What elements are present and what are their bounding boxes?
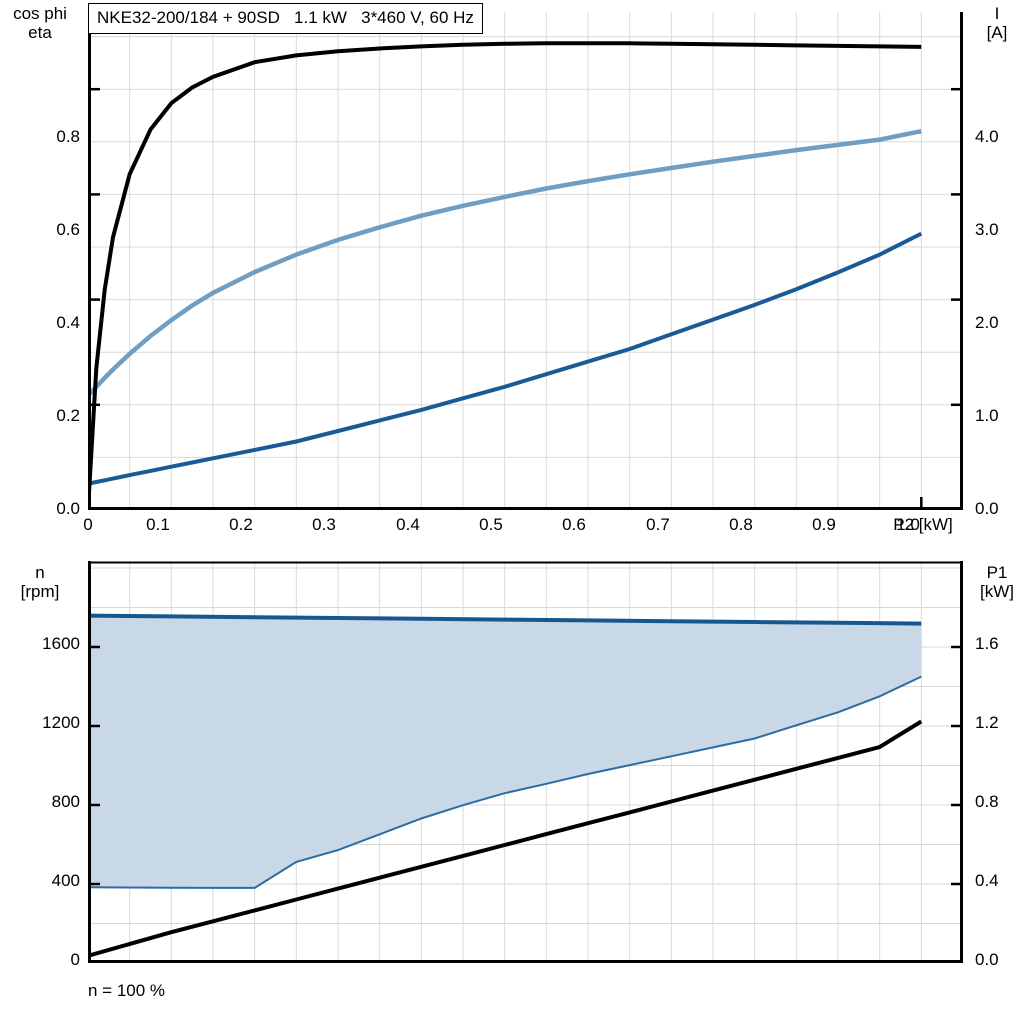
bottom-left-tick-3: 1200 bbox=[42, 713, 80, 732]
top-x-axis-title: P2 [kW] bbox=[893, 515, 953, 534]
bottom-right-axis-title: P1 [kW] bbox=[980, 563, 1014, 601]
top-x-tick-2: 0.2 bbox=[229, 515, 253, 534]
top-right-tick-4: 4.0 bbox=[975, 127, 999, 146]
bottom-left-tick-2: 800 bbox=[51, 792, 80, 811]
bottom-right-tick-1: 0.4 bbox=[975, 871, 999, 890]
top-right-tick-1: 1.0 bbox=[975, 406, 999, 425]
curve-cos-phi bbox=[88, 128, 922, 398]
top-axis-frame bbox=[88, 12, 963, 510]
top-grid bbox=[88, 12, 963, 510]
top-x-tick-0: 0 bbox=[83, 515, 93, 534]
bottom-axis-frame bbox=[88, 561, 963, 963]
bottom-chart-plot-area bbox=[88, 561, 963, 963]
bottom-left-tick-1: 400 bbox=[51, 871, 80, 890]
top-left-tick-3: 0.6 bbox=[56, 220, 80, 239]
curve-n-upper bbox=[88, 613, 922, 626]
top-x-tick-9: 0.9 bbox=[812, 515, 836, 534]
bottom-right-tick-2: 0.8 bbox=[975, 792, 999, 811]
bottom-left-axis-title: n [rpm] bbox=[20, 563, 60, 601]
bottom-left-ticks bbox=[88, 645, 100, 963]
bottom-right-ticks bbox=[951, 645, 963, 963]
top-right-tick-0: 0.0 bbox=[975, 499, 999, 518]
top-right-tick-2: 2.0 bbox=[975, 313, 999, 332]
top-right-axis-title: I [A] bbox=[986, 4, 1008, 42]
bottom-right-tick-4: 1.6 bbox=[975, 634, 999, 653]
top-chart-plot-area bbox=[88, 12, 963, 510]
top-left-axis-title: cos phi eta bbox=[13, 4, 67, 42]
chart-title-box: NKE32-200/184 + 90SD 1.1 kW 3*460 V, 60 … bbox=[88, 3, 483, 34]
bottom-chart-svg bbox=[88, 561, 963, 963]
top-x-tick-10: 1.0 bbox=[896, 515, 920, 534]
top-left-tick-4: 0.8 bbox=[56, 127, 80, 146]
top-chart-svg bbox=[88, 12, 963, 510]
top-left-tick-2: 0.4 bbox=[56, 313, 80, 332]
curve-current bbox=[88, 231, 923, 486]
top-x-tick-7: 0.7 bbox=[646, 515, 670, 534]
bottom-left-tick-4: 1600 bbox=[42, 634, 80, 653]
top-x-tick-6: 0.6 bbox=[562, 515, 586, 534]
top-x-tick-5: 0.5 bbox=[479, 515, 503, 534]
top-right-tick-3: 3.0 bbox=[975, 220, 999, 239]
top-left-tick-0: 0.0 bbox=[56, 499, 80, 518]
curve-eta bbox=[88, 41, 922, 510]
top-x-tick-8: 0.8 bbox=[729, 515, 753, 534]
speed-footnote: n = 100 % bbox=[88, 981, 166, 1000]
bottom-right-tick-0: 0.0 bbox=[975, 950, 999, 969]
bottom-left-tick-0: 0 bbox=[70, 950, 80, 969]
speed-band-fill bbox=[88, 615, 922, 888]
top-x-ticks bbox=[88, 497, 923, 510]
top-x-tick-1: 0.1 bbox=[146, 515, 170, 534]
top-left-tick-1: 0.2 bbox=[56, 406, 80, 425]
bottom-right-tick-3: 1.2 bbox=[975, 713, 999, 732]
top-x-tick-4: 0.4 bbox=[396, 515, 420, 534]
top-right-ticks bbox=[951, 87, 963, 510]
curve-p1 bbox=[88, 719, 923, 958]
curve-n-lower bbox=[88, 675, 922, 889]
top-x-tick-3: 0.3 bbox=[312, 515, 336, 534]
